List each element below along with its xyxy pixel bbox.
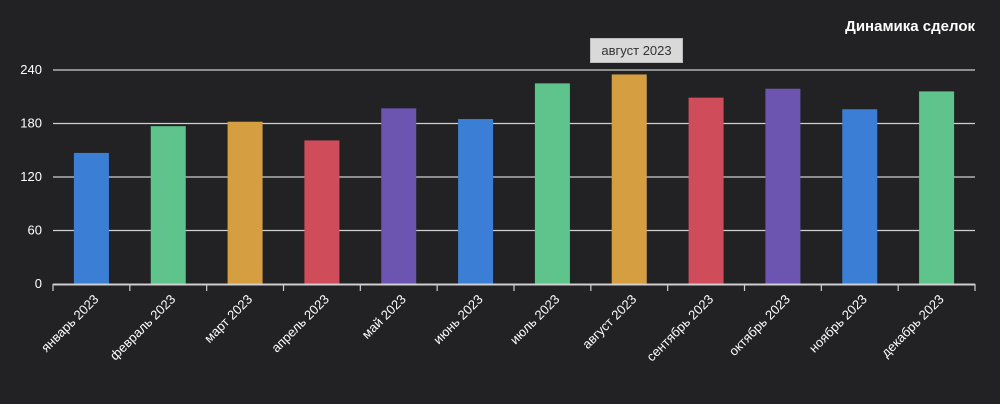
tooltip: август 2023 xyxy=(590,38,683,63)
x-tick-label: апрель 2023 xyxy=(268,292,332,356)
bar xyxy=(611,74,647,284)
bar xyxy=(304,140,340,284)
bar xyxy=(765,88,801,284)
bar xyxy=(688,97,724,285)
bar xyxy=(458,119,494,285)
bar xyxy=(227,121,263,284)
x-tick-label: март 2023 xyxy=(201,292,255,346)
x-tick-label: июнь 2023 xyxy=(430,292,486,348)
x-tick-label: июль 2023 xyxy=(507,292,563,348)
x-tick-label: декабрь 2023 xyxy=(878,292,947,361)
y-tick-label: 120 xyxy=(20,169,42,184)
x-tick-label: сентябрь 2023 xyxy=(643,292,716,365)
x-tick-label: август 2023 xyxy=(579,292,639,352)
x-tick-label: ноябрь 2023 xyxy=(806,292,870,356)
bar xyxy=(919,91,955,285)
x-tick-label: январь 2023 xyxy=(38,292,101,355)
y-tick-label: 240 xyxy=(20,62,42,77)
bar xyxy=(842,109,878,284)
x-tick-label: май 2023 xyxy=(359,292,409,342)
chart-title: Динамика сделок xyxy=(845,18,975,35)
bar xyxy=(381,108,417,284)
x-tick-label: февраль 2023 xyxy=(107,292,179,364)
y-tick-label: 180 xyxy=(20,116,42,131)
y-tick-label: 0 xyxy=(35,276,42,291)
y-tick-label: 60 xyxy=(28,223,42,238)
bar xyxy=(150,126,186,284)
x-tick-label: октябрь 2023 xyxy=(726,292,793,359)
bar xyxy=(73,152,109,284)
bar xyxy=(534,83,570,284)
